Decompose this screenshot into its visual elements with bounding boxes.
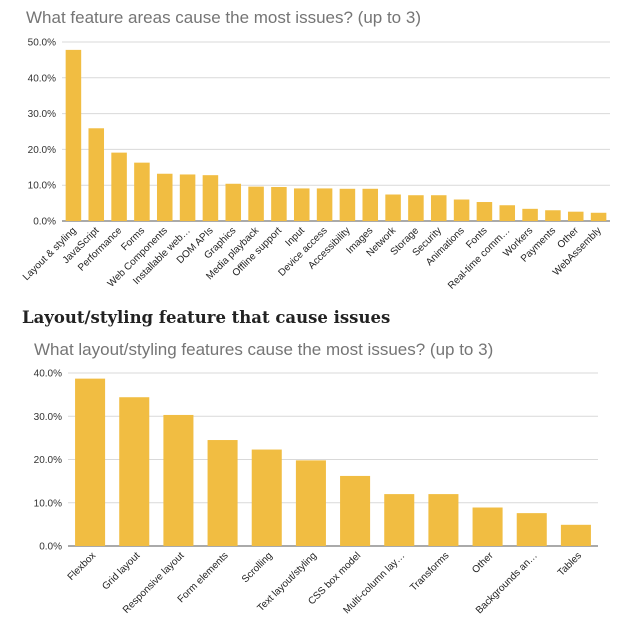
bar-multi-column-lay — [384, 494, 415, 546]
bar-form-elements — [207, 440, 238, 546]
bar-webassembly — [590, 212, 607, 221]
category-label: Grid layout — [100, 550, 142, 592]
category-label: Transforms — [408, 550, 451, 593]
bar-layout-styling — [65, 49, 82, 221]
bar-accessibility — [339, 188, 356, 221]
chart-title-feature-areas: What feature areas cause the most issues… — [26, 8, 421, 27]
bar-performance — [111, 152, 127, 221]
bar-responsive-layout — [163, 414, 194, 546]
bar-graphics — [225, 183, 242, 221]
bar-offline-support — [271, 186, 287, 221]
bar-media-playback — [248, 186, 264, 221]
y-tick-label: 20.0% — [34, 455, 62, 466]
bar-workers — [522, 208, 538, 221]
bar-dom-apis — [202, 175, 219, 221]
bar-other — [567, 211, 584, 221]
bar-device-access — [316, 188, 333, 221]
bar-flexbox — [75, 378, 106, 546]
y-tick-label: 40.0% — [34, 369, 62, 380]
category-label: Flexbox — [66, 550, 99, 583]
bar-transforms — [428, 494, 459, 546]
bar-images — [362, 188, 379, 221]
bar-tables — [560, 524, 591, 546]
category-label: Scrolling — [240, 550, 275, 585]
bar-other — [472, 507, 503, 546]
bar-animations — [453, 199, 470, 221]
bar-javascript — [88, 128, 105, 221]
bar-installable-web — [179, 174, 196, 221]
bar-fonts — [476, 202, 493, 221]
y-tick-label: 0.0% — [33, 217, 56, 228]
bar-css-box-model — [340, 475, 371, 546]
y-tick-label: 10.0% — [34, 498, 62, 509]
bar-network — [385, 194, 401, 221]
category-label: Tables — [556, 550, 584, 578]
y-tick-label: 40.0% — [28, 73, 56, 84]
y-tick-label: 20.0% — [28, 145, 56, 156]
bar-security — [430, 195, 447, 221]
y-tick-label: 50.0% — [28, 38, 56, 49]
y-tick-label: 30.0% — [28, 109, 56, 120]
y-tick-label: 10.0% — [28, 181, 56, 192]
bar-grid-layout — [119, 397, 150, 546]
bar-scrolling — [251, 449, 282, 546]
bar-backgrounds-an — [516, 513, 547, 546]
y-tick-label: 30.0% — [34, 412, 62, 423]
bar-storage — [408, 195, 424, 221]
y-tick-label: 0.0% — [39, 542, 62, 553]
bar-input — [293, 188, 310, 221]
chart-title-layout-styling: What layout/styling features cause the m… — [34, 340, 494, 359]
bar-payments — [545, 210, 561, 221]
bar-real-time-comm — [499, 205, 516, 221]
bar-text-layout-styling — [295, 460, 326, 546]
category-label: Other — [470, 550, 496, 576]
bar-forms — [134, 162, 150, 221]
section-heading: Layout/styling feature that cause issues — [22, 308, 391, 327]
bar-web-components — [156, 173, 173, 221]
